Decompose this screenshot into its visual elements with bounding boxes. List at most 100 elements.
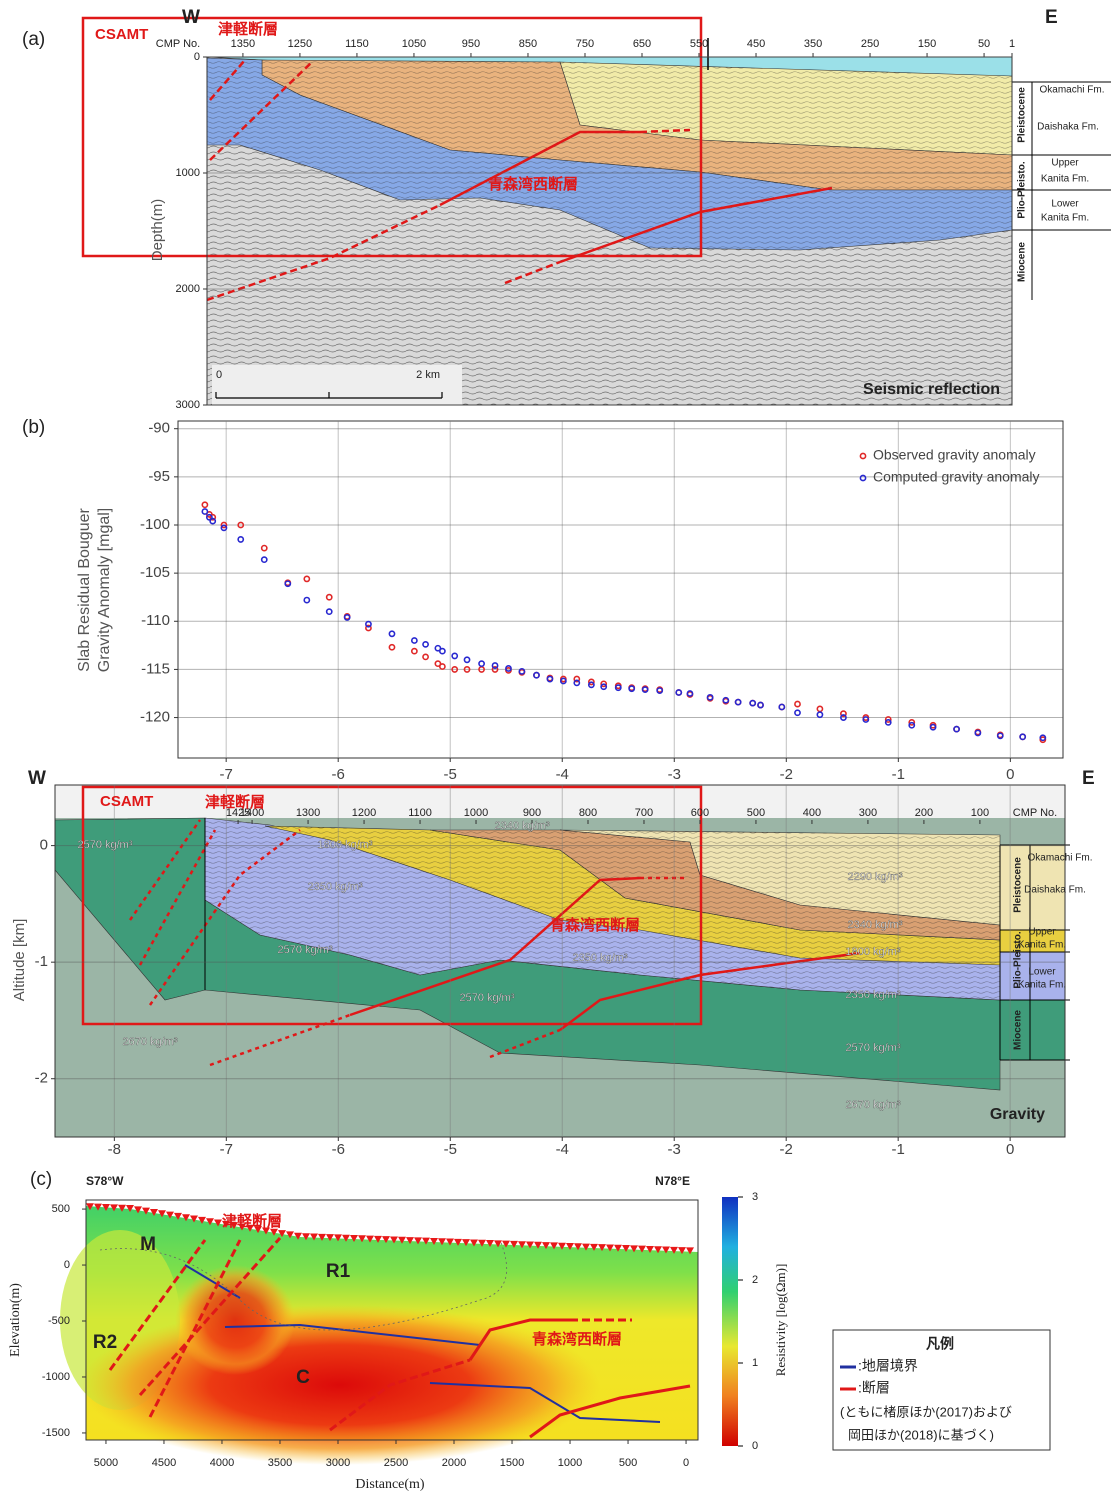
formation-label: Kanita Fm. xyxy=(1018,940,1066,951)
data-point xyxy=(708,695,713,700)
x-tick-label: 4500 xyxy=(152,1457,176,1469)
y-tick-label: -115 xyxy=(141,660,170,677)
formation-label: Daishaka Fm. xyxy=(1024,885,1086,896)
x-tick-label: 750 xyxy=(576,38,594,50)
direction-label: E xyxy=(1082,768,1095,789)
x-tick-label: -4 xyxy=(556,766,569,783)
y-tick-label: -105 xyxy=(140,564,170,581)
legend-item: :地層境界 xyxy=(858,1358,918,1374)
x-tick-label: -2 xyxy=(780,1141,793,1158)
x-tick-label: 3000 xyxy=(326,1457,350,1469)
period-label: Plio-Pleisto. xyxy=(1017,161,1028,218)
density-label: 2670 kg/m³ xyxy=(122,1036,177,1048)
x2-tick-label: 400 xyxy=(803,807,821,819)
x-tick-label: -2 xyxy=(780,766,793,783)
legend-label: Observed gravity anomaly xyxy=(873,447,1036,463)
annotation: 津軽断層 xyxy=(205,793,265,811)
y-tick-label: 500 xyxy=(52,1203,70,1215)
annotation: R1 xyxy=(326,1261,351,1282)
data-point xyxy=(657,688,662,693)
panel-label: (a) xyxy=(22,29,45,50)
x2-tick-label: 700 xyxy=(635,807,653,819)
y-axis-label: Elevation(m) xyxy=(8,1283,23,1357)
formation-label: Kanita Fm. xyxy=(1018,980,1066,991)
x-tick-label: -5 xyxy=(444,1141,457,1158)
direction-label: W xyxy=(182,7,200,28)
x2-tick-label: 1200 xyxy=(352,807,376,819)
data-point xyxy=(975,730,980,735)
x-tick-label: 1500 xyxy=(500,1457,524,1469)
x-axis-label: CMP No. xyxy=(156,38,200,50)
density-label: 2350 kg/m³ xyxy=(845,989,900,1001)
annotation: M xyxy=(140,1234,156,1255)
data-point xyxy=(389,631,394,636)
x2-tick-label: 1300 xyxy=(296,807,320,819)
x-tick-label: -8 xyxy=(108,1141,121,1158)
data-point xyxy=(492,663,497,668)
x-tick-label: -7 xyxy=(219,766,232,783)
data-point xyxy=(795,710,800,715)
x-tick-label: 150 xyxy=(918,38,936,50)
y-tick-label: -95 xyxy=(148,468,170,485)
y-tick-label: -120 xyxy=(140,709,170,726)
x-tick-label: 50 xyxy=(978,38,990,50)
annotation: C xyxy=(296,1367,310,1388)
x-tick-label: 4000 xyxy=(210,1457,234,1469)
formation-label: Lower xyxy=(1028,967,1056,978)
x-tick-label: -1 xyxy=(891,1141,904,1158)
legend-note: (ともに楮原ほか(2017)および xyxy=(840,1404,1012,1419)
x2-tick-label: 1100 xyxy=(408,807,432,819)
formation-label: Upper xyxy=(1051,158,1079,169)
data-point xyxy=(304,597,309,602)
direction-label: N78°E xyxy=(655,1174,690,1188)
x-tick-label: 0 xyxy=(1006,766,1014,783)
x-tick-label: 250 xyxy=(861,38,879,50)
data-point xyxy=(440,649,445,654)
x2-tick-label: 500 xyxy=(747,807,765,819)
scale-label: 2 km xyxy=(416,369,440,381)
x2-tick-label: 600 xyxy=(691,807,709,819)
data-point xyxy=(534,673,539,678)
data-point xyxy=(389,645,394,650)
x-tick-label: 1000 xyxy=(558,1457,582,1469)
annotation: 青森湾西断層 xyxy=(550,916,640,934)
colorbar-tick-label: 2 xyxy=(752,1274,758,1286)
formation-label: Lower xyxy=(1051,199,1079,210)
density-label: 2570 kg/m³ xyxy=(77,839,132,851)
annotation: Gravity xyxy=(990,1106,1045,1123)
colorbar-tick-label: 3 xyxy=(752,1191,758,1203)
annotation: CSAMT xyxy=(100,793,153,810)
y-tick-label: -1000 xyxy=(42,1371,70,1383)
data-point xyxy=(758,702,763,707)
x-tick-label: 2500 xyxy=(384,1457,408,1469)
data-point xyxy=(210,519,215,524)
data-point xyxy=(676,690,681,695)
legend-note: 岡田ほか(2018)に基づく) xyxy=(848,1427,994,1442)
direction-label: E xyxy=(1045,7,1058,28)
x2-tick-label: 300 xyxy=(859,807,877,819)
x-tick-label: 550 xyxy=(690,38,708,50)
page: 02 km13501250115010509508507506505504503… xyxy=(0,0,1111,1494)
annotation: 青森湾西断層 xyxy=(488,175,578,193)
data-point xyxy=(795,701,800,706)
data-point xyxy=(327,609,332,614)
data-point xyxy=(202,509,207,514)
x2-tick-label: 900 xyxy=(523,807,541,819)
y-tick-label: -2 xyxy=(35,1070,48,1087)
x-tick-label: 850 xyxy=(519,38,537,50)
x-tick-label: -3 xyxy=(668,766,681,783)
density-label: 2290 kg/m³ xyxy=(847,871,902,883)
legend-title: 凡例 xyxy=(926,1336,954,1352)
data-point xyxy=(479,661,484,666)
annotation: CSAMT xyxy=(95,26,148,43)
period-label: Plio-Pleisto. xyxy=(1013,931,1024,988)
x-tick-label: 650 xyxy=(633,38,651,50)
y-tick-label: -100 xyxy=(140,516,170,533)
x-tick-label: 0 xyxy=(1006,1141,1014,1158)
data-point xyxy=(779,704,784,709)
x-tick-label: 950 xyxy=(462,38,480,50)
annotation: 津軽断層 xyxy=(222,1212,282,1230)
data-point xyxy=(998,733,1003,738)
x-tick-label: -6 xyxy=(332,1141,345,1158)
y-tick-label: 0 xyxy=(194,51,200,63)
